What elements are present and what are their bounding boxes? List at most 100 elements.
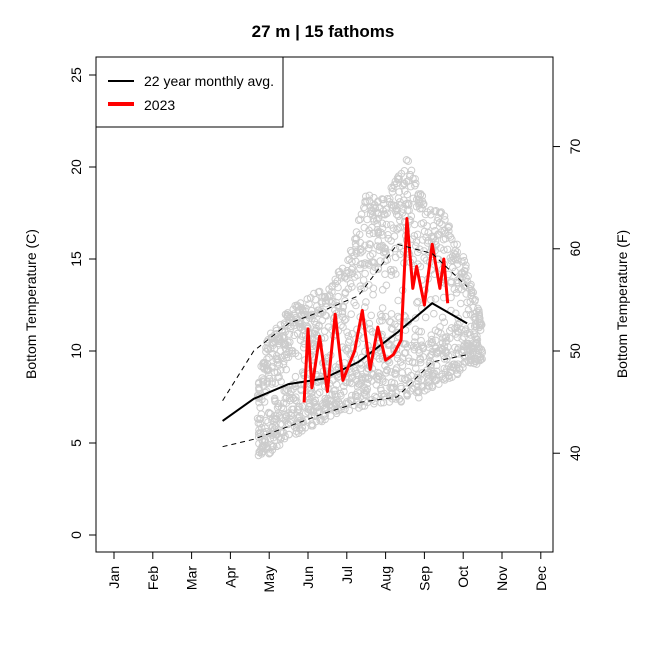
scatter-point <box>394 172 403 180</box>
scatter-point <box>322 302 330 311</box>
scatter-point <box>339 302 348 311</box>
scatter-point <box>370 259 379 267</box>
scatter-point <box>394 312 402 321</box>
scatter-point <box>414 248 422 257</box>
scatter-point <box>470 330 479 339</box>
scatter-point <box>273 404 282 412</box>
scatter-point <box>348 391 356 400</box>
scatter-point <box>476 352 485 361</box>
scatter-point <box>465 328 474 337</box>
scatter-point <box>352 392 360 401</box>
scatter-point <box>294 413 303 422</box>
scatter-point <box>381 361 389 370</box>
scatter-point <box>346 246 355 255</box>
scatter-point <box>368 223 376 232</box>
scatter-point <box>413 230 422 239</box>
scatter-point <box>264 336 273 344</box>
scatter-point <box>441 348 450 357</box>
scatter-point <box>389 184 397 193</box>
scatter-point <box>392 270 400 278</box>
scatter-point <box>254 429 263 438</box>
scatter-point <box>322 397 330 405</box>
scatter-point <box>331 399 339 408</box>
scatter-point <box>404 177 413 185</box>
scatter-point <box>404 354 413 362</box>
scatter-point <box>360 223 369 232</box>
scatter-point <box>361 259 369 267</box>
scatter-point <box>465 346 474 355</box>
scatter-point <box>427 366 435 375</box>
scatter-point <box>424 374 433 382</box>
scatter-point <box>437 208 446 216</box>
x-tick-label: Aug <box>378 566 394 591</box>
x-axis: Jan Feb Mar Apr May Jun Jul Aug Sep Oct Nov Dec <box>106 552 549 592</box>
scatter-point <box>432 207 440 215</box>
scatter-point <box>256 414 265 423</box>
scatter-point <box>456 366 464 374</box>
scatter-point <box>427 361 436 369</box>
scatter-point <box>378 286 387 294</box>
scatter-point <box>447 277 456 286</box>
scatter-point <box>264 366 273 374</box>
left-tick-label: 0 <box>68 531 84 539</box>
scatter-point <box>356 260 365 269</box>
scatter-point <box>392 364 401 372</box>
scatter-point <box>476 326 485 334</box>
right-y-axis: 40 50 60 70 <box>553 139 583 461</box>
scatter-point <box>454 344 463 352</box>
scatter-point <box>451 267 459 276</box>
scatter-point <box>270 429 279 437</box>
scatter-point <box>433 349 441 358</box>
scatter-point <box>427 296 435 304</box>
scatter-point <box>343 328 351 337</box>
left-tick-label: 15 <box>68 251 84 267</box>
scatter-point <box>281 394 290 403</box>
x-tick-label: Dec <box>533 566 549 591</box>
scatter-point <box>293 329 302 338</box>
scatter-point <box>365 261 374 269</box>
scatter-point <box>414 377 422 386</box>
scatter-point <box>260 398 269 406</box>
scatter-point <box>372 381 381 389</box>
scatter-point <box>416 354 424 363</box>
scatter-point <box>392 201 400 210</box>
scatter-point <box>451 250 460 259</box>
scatter-point <box>369 229 378 238</box>
scatter-point <box>255 398 263 407</box>
scatter-point <box>374 265 383 274</box>
scatter-point <box>321 412 330 420</box>
scatter-point <box>462 290 471 298</box>
scatter-point <box>413 195 421 204</box>
scatter-point <box>314 306 322 315</box>
scatter-point <box>417 336 425 345</box>
right-tick-label: 50 <box>567 343 583 359</box>
scatter-point <box>414 297 422 306</box>
scatter-point <box>369 203 377 212</box>
scatter-point <box>381 210 389 219</box>
scatter-point <box>444 223 453 232</box>
scatter-point <box>428 383 437 392</box>
scatter-point <box>413 373 422 382</box>
scatter-point <box>262 347 270 356</box>
scatter-point <box>327 404 335 413</box>
scatter-point <box>318 293 327 301</box>
scatter-point <box>330 387 338 395</box>
scatter-point <box>385 317 394 326</box>
scatter-point <box>358 373 367 381</box>
scatter-point <box>344 332 353 340</box>
scatter-point <box>367 311 376 320</box>
x-tick-label: Jun <box>300 566 316 589</box>
scatter-point <box>382 220 391 229</box>
scatter-point <box>434 348 442 357</box>
chart-title: 27 m | 15 fathoms <box>252 22 395 41</box>
scatter-point <box>419 344 428 353</box>
scatter-point <box>277 338 286 346</box>
scatter-point <box>263 445 272 453</box>
scatter-point <box>441 376 449 384</box>
scatter-point <box>275 373 283 381</box>
scatter-point <box>374 229 382 238</box>
scatter-point <box>378 304 387 312</box>
scatter-point <box>301 307 310 315</box>
scatter-point <box>382 281 391 290</box>
scatter-point <box>378 390 386 399</box>
